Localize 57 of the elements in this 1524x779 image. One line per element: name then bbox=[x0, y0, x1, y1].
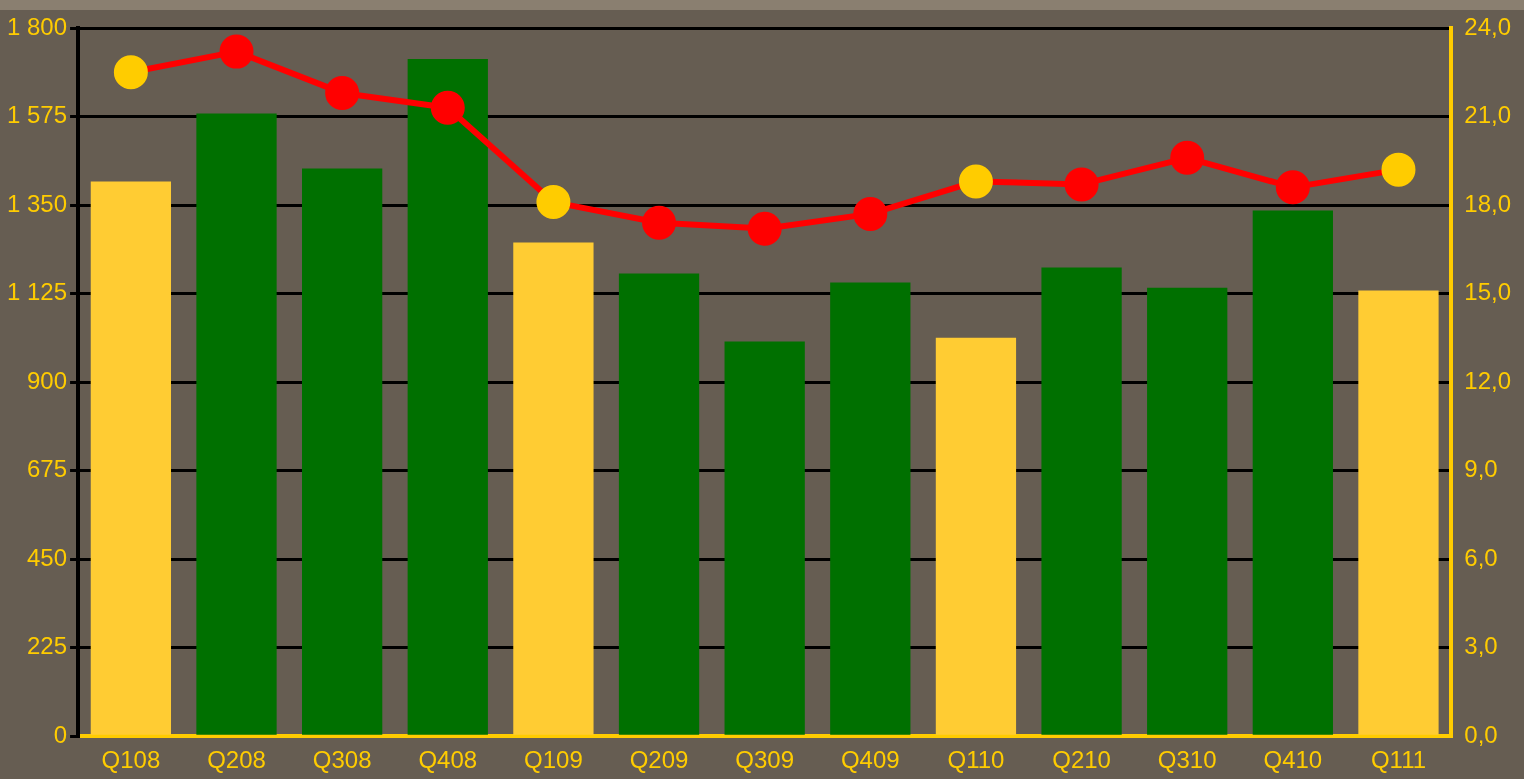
x-tick-label: Q308 bbox=[312, 746, 372, 774]
y-tick-label: 1 125 bbox=[7, 278, 68, 306]
bar bbox=[302, 168, 383, 735]
x-tick-label: Q108 bbox=[101, 746, 161, 774]
x-tick-label: Q310 bbox=[1157, 746, 1217, 774]
bar bbox=[724, 341, 805, 735]
x-tick-label: Q208 bbox=[207, 746, 266, 774]
point bbox=[1064, 167, 1099, 202]
x-tick-label: Q110 bbox=[947, 746, 1005, 774]
x-tick-label: Q210 bbox=[1052, 746, 1111, 774]
point bbox=[853, 196, 888, 231]
point bbox=[747, 211, 782, 246]
point bbox=[536, 185, 571, 220]
y-tick-label: 1 350 bbox=[7, 189, 68, 217]
y2-tick-label: 18,0 bbox=[1464, 189, 1512, 217]
bar bbox=[196, 113, 277, 735]
y2-tick-label: 15,0 bbox=[1464, 278, 1512, 306]
x-tick-label: Q309 bbox=[735, 746, 795, 774]
point bbox=[1170, 140, 1205, 175]
bar bbox=[935, 337, 1017, 735]
y-tick-label: 0 bbox=[53, 720, 68, 748]
bar bbox=[618, 273, 700, 735]
bar bbox=[407, 59, 488, 735]
y2-tick-label: 12,0 bbox=[1464, 366, 1512, 394]
y-tick-label: 1 575 bbox=[7, 101, 68, 129]
bar bbox=[830, 282, 911, 735]
bar bbox=[1252, 210, 1333, 735]
bar bbox=[1147, 287, 1228, 735]
point bbox=[642, 205, 677, 240]
bar bbox=[1041, 267, 1122, 735]
x-tick-label: Q109 bbox=[524, 746, 583, 774]
bar bbox=[90, 181, 172, 735]
point bbox=[1275, 170, 1310, 205]
point bbox=[219, 34, 254, 69]
bar bbox=[513, 242, 594, 735]
bar bbox=[1358, 290, 1439, 735]
x-tick-label: Q409 bbox=[840, 746, 900, 774]
y2-tick-label: 6,0 bbox=[1464, 543, 1498, 571]
x-tick-label: Q209 bbox=[629, 746, 689, 774]
point bbox=[430, 90, 465, 125]
y-tick-label: 225 bbox=[27, 632, 68, 660]
y2-tick-label: 0,0 bbox=[1464, 720, 1498, 748]
y-tick-label: 1 800 bbox=[7, 12, 68, 40]
y-tick-label: 675 bbox=[27, 455, 68, 483]
point bbox=[1381, 152, 1416, 187]
point bbox=[958, 164, 993, 199]
y2-tick-label: 24,0 bbox=[1464, 12, 1512, 40]
x-tick-label: Q410 bbox=[1263, 746, 1323, 774]
y2-tick-label: 9,0 bbox=[1464, 455, 1498, 483]
point bbox=[325, 75, 360, 110]
y2-tick-label: 21,0 bbox=[1464, 101, 1512, 129]
point bbox=[113, 55, 148, 90]
y-tick-label: 450 bbox=[27, 543, 68, 571]
x-tick-label: Q111 bbox=[1370, 746, 1427, 774]
y2-tick-label: 3,0 bbox=[1464, 632, 1498, 660]
x-tick-label: Q408 bbox=[418, 746, 478, 774]
y-tick-label: 900 bbox=[27, 366, 68, 394]
